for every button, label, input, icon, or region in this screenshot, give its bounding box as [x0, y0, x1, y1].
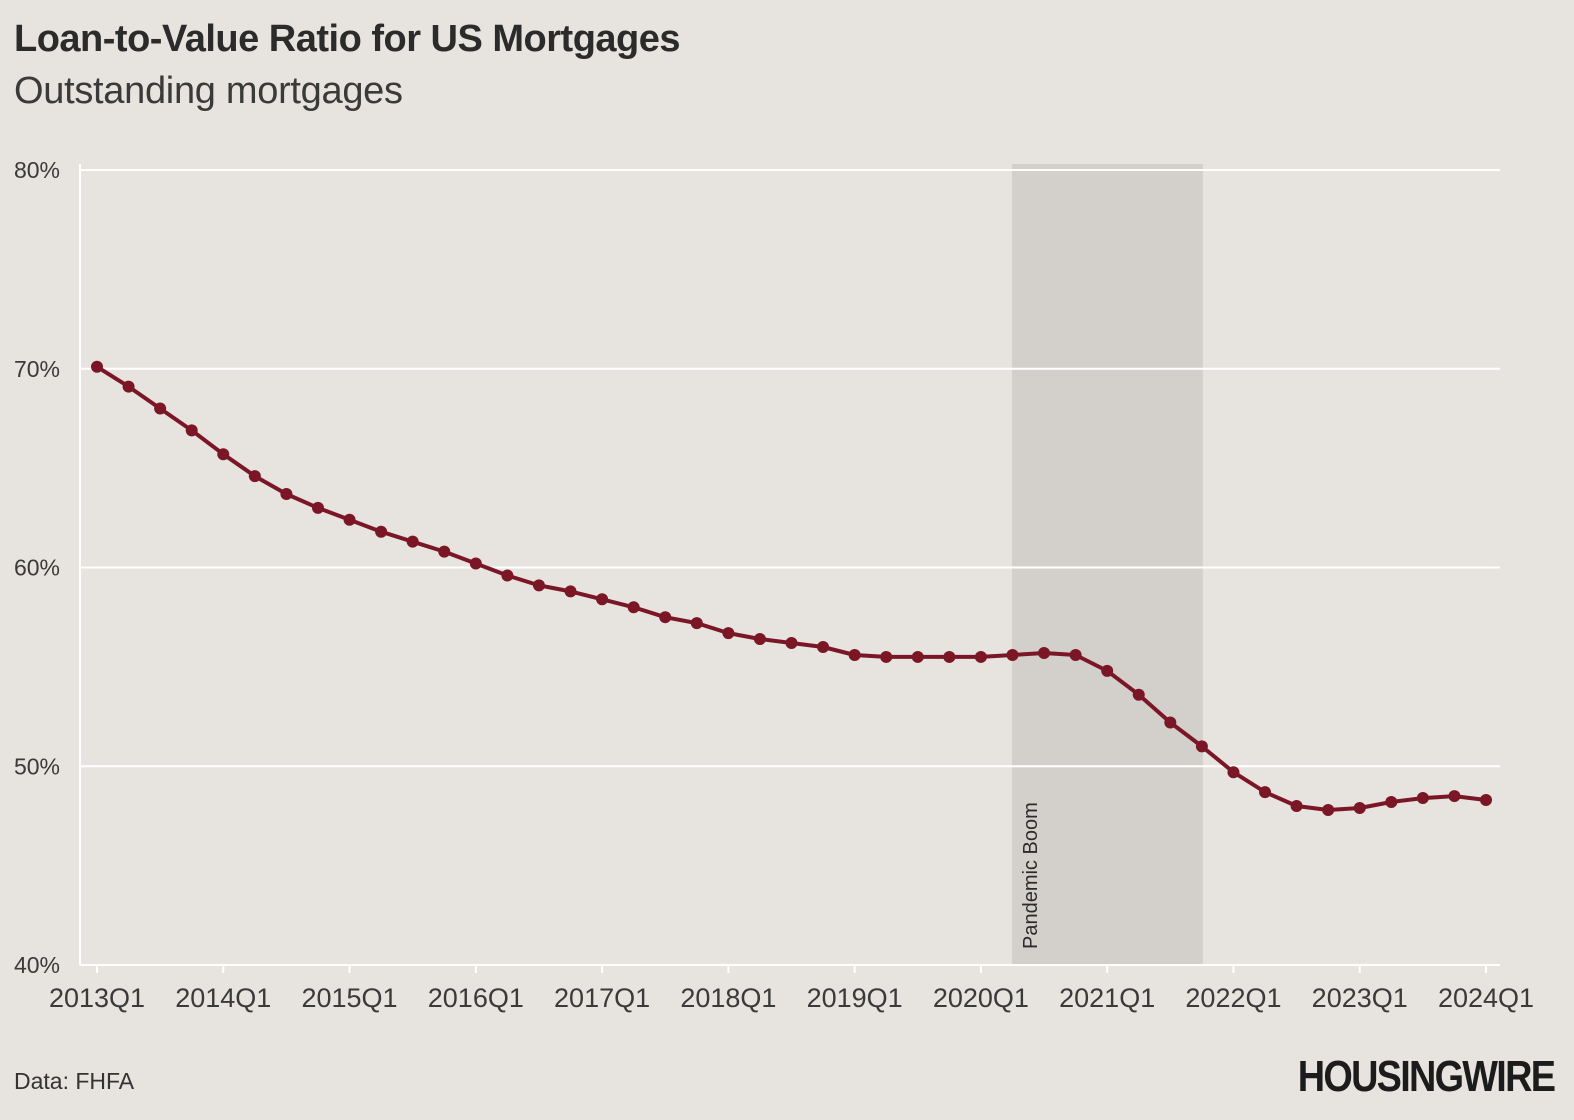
data-point	[438, 545, 451, 558]
y-tick-label: 60%	[14, 555, 60, 581]
data-point	[659, 611, 672, 624]
data-point	[406, 535, 419, 548]
data-point	[1038, 646, 1051, 659]
x-tick-label: 2013Q1	[49, 983, 145, 1013]
data-point	[1385, 796, 1398, 809]
x-tick-label: 2022Q1	[1185, 983, 1281, 1013]
y-tick-label: 70%	[14, 356, 60, 382]
y-tick-label: 40%	[14, 952, 60, 978]
data-point	[248, 470, 261, 483]
data-point	[627, 601, 640, 614]
x-tick-label: 2014Q1	[175, 983, 271, 1013]
x-tick-label: 2020Q1	[933, 983, 1029, 1013]
data-point	[501, 569, 514, 582]
data-point	[1448, 790, 1461, 803]
x-tick-label: 2016Q1	[428, 983, 524, 1013]
shaded-region	[1011, 164, 1203, 965]
data-point	[1322, 803, 1335, 816]
x-tick-label: 2017Q1	[554, 983, 650, 1013]
x-tick-label: 2021Q1	[1059, 983, 1155, 1013]
data-point	[1132, 688, 1145, 701]
data-point	[1290, 800, 1303, 812]
data-point	[469, 557, 482, 570]
data-point	[532, 579, 545, 592]
y-tick-label: 80%	[14, 157, 60, 183]
data-point	[564, 585, 577, 598]
data-point	[1069, 648, 1082, 661]
series-line	[95, 364, 1488, 812]
data-point	[817, 641, 830, 653]
x-tick-label: 2018Q1	[680, 983, 776, 1013]
data-point	[343, 513, 356, 526]
data-point	[1164, 716, 1177, 729]
x-tick-label: 2023Q1	[1312, 983, 1408, 1013]
data-point	[1006, 648, 1019, 661]
data-point	[1101, 664, 1114, 677]
shaded-region-label: Pandemic Boom	[1020, 802, 1042, 949]
data-point	[596, 593, 609, 606]
data-point	[91, 360, 103, 373]
data-point	[122, 380, 135, 393]
y-tick-label: 50%	[14, 753, 60, 779]
data-point	[280, 487, 293, 500]
data-point	[1259, 786, 1272, 799]
data-point	[1416, 792, 1429, 805]
data-point	[311, 501, 324, 514]
data-point	[1353, 801, 1366, 814]
data-point	[753, 633, 766, 646]
chart-subtitle: Outstanding mortgages	[14, 70, 403, 112]
data-point	[785, 637, 798, 650]
data-point	[848, 648, 861, 661]
data-point	[154, 402, 167, 415]
data-point	[943, 650, 956, 663]
data-point	[880, 650, 893, 663]
x-tick-label: 2015Q1	[301, 983, 397, 1013]
x-tick-label: 2024Q1	[1438, 983, 1534, 1013]
data-point	[722, 627, 735, 640]
data-point	[1227, 766, 1240, 779]
data-point	[375, 525, 388, 538]
housingwire-logo: HOUSINGWIRE	[1297, 1052, 1556, 1101]
data-point	[1195, 740, 1208, 753]
data-point	[911, 650, 924, 663]
data-source-note: Data: FHFA	[14, 1068, 135, 1094]
x-tick-label: 2019Q1	[807, 983, 903, 1013]
data-point	[217, 448, 230, 461]
data-point	[690, 617, 703, 630]
data-point	[974, 650, 987, 663]
data-point	[185, 424, 198, 437]
chart-title: Loan-to-Value Ratio for US Mortgages	[14, 18, 681, 60]
data-point	[1480, 794, 1492, 807]
